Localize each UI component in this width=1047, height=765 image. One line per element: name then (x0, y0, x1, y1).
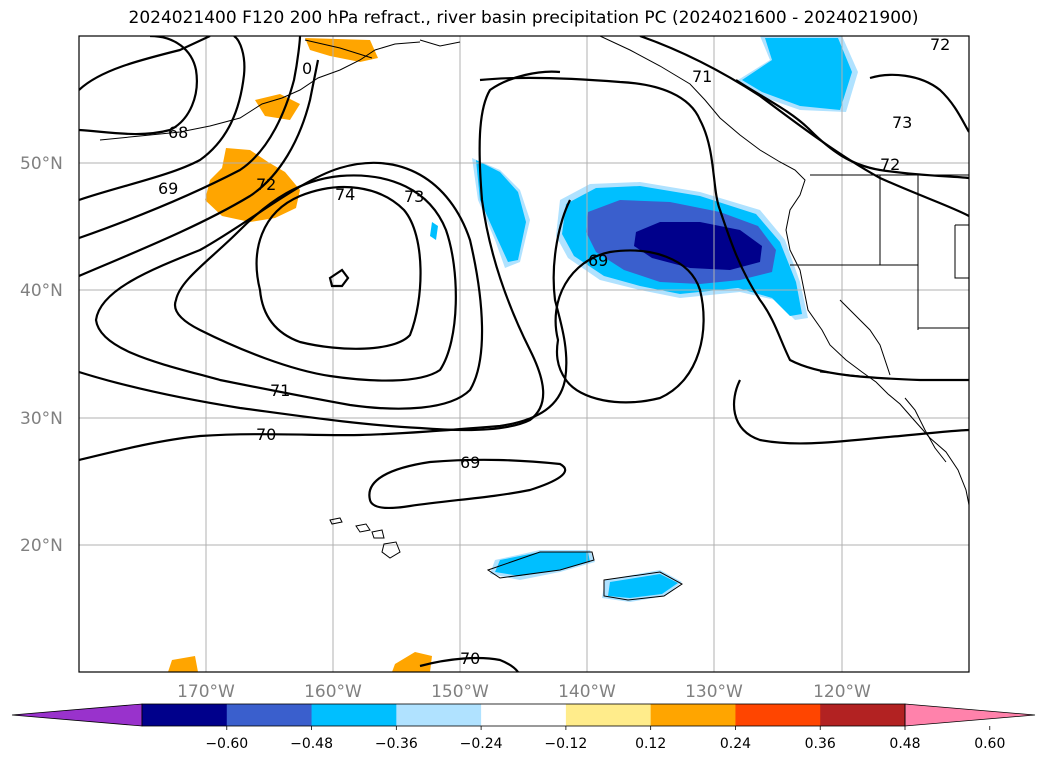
positive-anomaly-region (392, 652, 432, 672)
contour-line (79, 36, 211, 91)
lat-label: 40°N (20, 281, 63, 301)
lon-label: 160°W (304, 682, 362, 702)
contour-line (479, 76, 969, 382)
contour-labels: 68 69 72 74 73 71 70 69 69 71 72 73 72 0… (158, 35, 950, 668)
colorbar-max-arrow (904, 703, 1036, 727)
contour-label: 71 (270, 381, 290, 400)
contour-line (79, 36, 246, 202)
contour-line (419, 656, 519, 672)
positive-anomaly-region (168, 656, 198, 672)
contour-line (94, 161, 484, 410)
lon-label: 130°W (685, 682, 743, 702)
colorbar-tick-label: 0.24 (720, 736, 751, 752)
lon-label: 140°W (558, 682, 616, 702)
contour-label: 74 (335, 185, 355, 204)
colorbar-segment (650, 704, 736, 726)
lon-label: 150°W (431, 682, 489, 702)
colorbar-tick-label: −0.48 (290, 736, 333, 752)
contour-label: 69 (460, 453, 480, 472)
lat-label: 50°N (20, 154, 63, 174)
colorbar-tick-label: 0.60 (974, 736, 1005, 752)
colorbar-tick-label: 0.36 (805, 736, 836, 752)
lat-label: 20°N (20, 536, 63, 556)
positive-anomaly-region (205, 148, 300, 222)
colorbar: −0.60 −0.48 −0.36 −0.24 −0.12 0.12 0.24 0.36 0.4… (11, 703, 1036, 752)
contour-label: 68 (168, 123, 188, 142)
colorbar-tick-label: −0.60 (205, 736, 248, 752)
contour-line (79, 36, 198, 136)
contour-label: 72 (930, 35, 950, 54)
contour-line (328, 268, 350, 288)
contour-label: 69 (158, 179, 178, 198)
contour-line (554, 249, 705, 404)
coastlines (99, 36, 969, 601)
negative-anomaly-region (742, 38, 852, 110)
negative-anomaly-region (476, 160, 526, 262)
colorbar-segment (735, 704, 821, 726)
contour-line (869, 73, 969, 133)
negative-anomaly-region (608, 574, 678, 598)
colorbar-tick-label: 0.12 (635, 736, 666, 752)
contour-label: 72 (880, 155, 900, 174)
contour-line (255, 185, 422, 350)
colorbar-frame (141, 703, 906, 727)
contour-label: 72 (256, 175, 276, 194)
lon-label: 170°W (177, 682, 235, 702)
colorbar-segment (311, 704, 397, 726)
colorbar-tick-label: 0.48 (889, 736, 920, 752)
colorbar-tick-label: −0.12 (544, 736, 587, 752)
map-frame (78, 35, 970, 673)
contour-line (732, 379, 969, 445)
colorbar-segment (396, 704, 482, 726)
colorbar-tick-label: −0.24 (460, 736, 503, 752)
positive-anomaly-region (255, 94, 300, 120)
longitude-labels: 170°W 160°W 150°W 140°W 130°W 120°W (177, 682, 871, 702)
contour-line (639, 36, 969, 217)
contour-label: 71 (692, 67, 712, 86)
precip-shading (168, 36, 858, 672)
contour-label: 70 (460, 649, 480, 668)
latitude-labels: 50°N 40°N 30°N 20°N (20, 154, 63, 556)
positive-anomaly-region (305, 38, 378, 62)
lon-label: 120°W (813, 682, 871, 702)
contour-line (79, 199, 571, 462)
refractivity-contours (79, 36, 969, 672)
colorbar-segment (481, 704, 567, 726)
contour-line (79, 36, 302, 240)
colorbar-segment (565, 704, 652, 726)
contour-label: 73 (404, 187, 424, 206)
colorbar-segment (820, 704, 906, 726)
map-title: 2024021400 F120 200 hPa refract., river … (128, 8, 919, 28)
lat-label: 30°N (20, 409, 63, 429)
colorbar-min-arrow (11, 703, 143, 727)
contour-label: 70 (256, 425, 276, 444)
contour-line (79, 59, 320, 278)
colorbar-tick-label: −0.36 (375, 736, 418, 752)
colorbar-segment (142, 704, 228, 726)
contour-label: 0 (302, 59, 312, 78)
negative-anomaly-region (634, 222, 762, 270)
colorbar-segment (226, 704, 313, 726)
negative-anomaly-region (495, 552, 590, 576)
contour-line (368, 458, 567, 510)
contour-label: 73 (892, 113, 912, 132)
contour-label: 69 (588, 251, 608, 270)
negative-anomaly-region (430, 222, 438, 240)
contour-line (79, 70, 561, 431)
graticule (79, 36, 969, 672)
